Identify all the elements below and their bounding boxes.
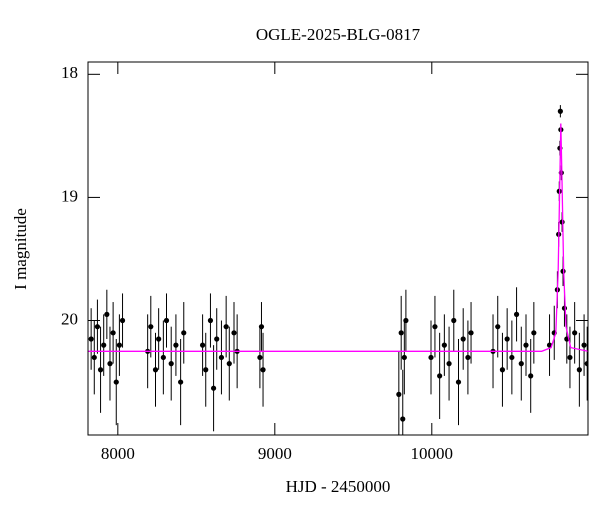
data-point [218,354,225,361]
data-point [181,330,187,336]
data-point [499,367,506,373]
data-point [119,317,126,324]
x-tick-label: 8000 [101,444,135,463]
data-point [173,342,179,348]
chart-title: OGLE-2025-BLG-0817 [256,25,421,44]
data-point [567,354,573,361]
data-point [460,336,466,342]
data-point [504,336,510,342]
data-point [401,354,407,361]
data-point [160,354,166,361]
data-point [528,373,534,379]
data-point [156,336,162,342]
data-point [531,330,537,336]
data-point [428,354,434,361]
data-point [446,361,452,367]
data-point [104,311,110,317]
data-point [226,361,232,367]
data-point [107,361,113,367]
model-curve [88,123,588,352]
data-point [152,367,159,373]
data-point [94,324,101,330]
data-point [576,367,582,373]
data-point [110,330,116,336]
x-tick-label: 10000 [411,444,454,463]
data-point [199,342,206,348]
data-point [97,367,104,373]
data-point [231,330,237,336]
y-tick-label: 18 [61,63,78,82]
data-point [91,354,97,361]
data-point [455,379,462,385]
plot-frame [87,61,589,436]
data-point [113,379,119,385]
data-point [465,354,471,361]
data-point [88,336,94,342]
plot-area [88,105,588,435]
data-point [178,379,184,385]
data-point [101,342,107,348]
data-point [396,391,402,397]
data-point [258,324,265,330]
data-point [509,354,515,361]
data-point [557,108,563,114]
data-point [513,311,520,317]
data-point [403,317,409,324]
data-point [116,342,122,348]
data-point [468,330,474,336]
data-point [581,342,587,348]
y-tick-label: 20 [61,309,78,328]
data-point [257,354,263,361]
data-point [451,317,457,324]
data-point [207,317,214,324]
data-point [398,330,404,336]
y-axis-label: I magnitude [11,208,30,290]
data-point [223,324,229,330]
data-point [561,305,568,311]
data-point [584,361,588,367]
data-point [400,416,406,422]
data-point [203,367,209,373]
data-point [441,342,447,348]
data-point [260,367,266,373]
y-tick-label: 19 [61,186,78,205]
data-point [523,342,529,348]
data-point [495,324,501,330]
x-tick-label: 9000 [258,444,292,463]
data-point [518,361,524,367]
data-point [210,385,217,391]
data-point [437,373,443,379]
data-point [432,324,438,330]
data-point [572,330,578,336]
data-point [168,361,174,367]
data-point [163,317,170,324]
data-point [214,336,220,342]
x-axis-label: HJD - 2450000 [286,477,391,496]
data-point [148,324,154,330]
